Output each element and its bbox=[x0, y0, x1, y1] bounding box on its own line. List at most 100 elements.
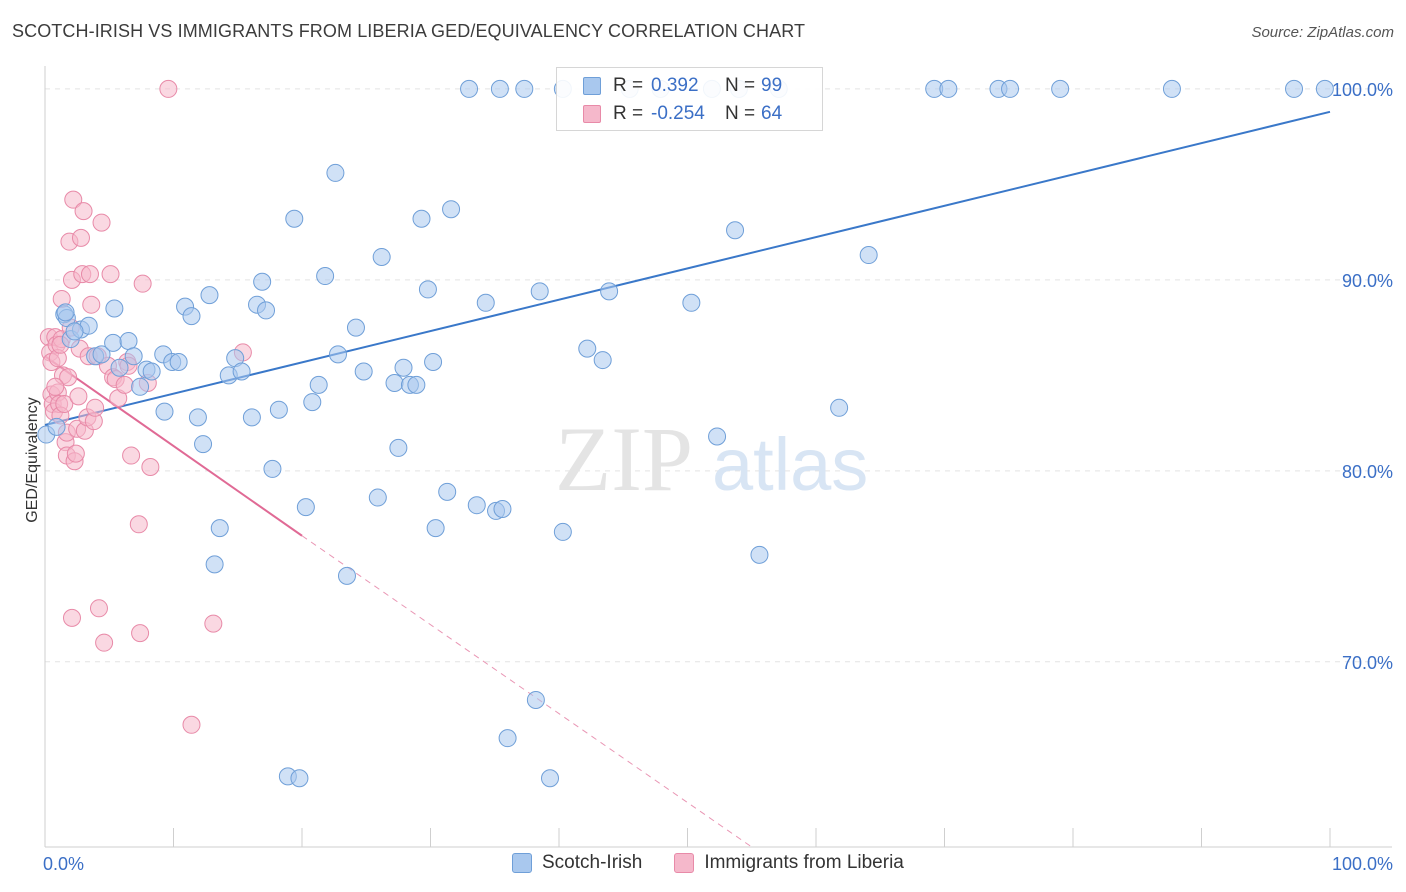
data-point-scotch-irish bbox=[104, 333, 123, 352]
data-point-scotch-irish bbox=[407, 375, 426, 394]
data-point-liberia bbox=[66, 444, 85, 463]
data-point-scotch-irish bbox=[155, 402, 174, 421]
data-point-scotch-irish bbox=[253, 272, 272, 291]
legend-n-value: 64 bbox=[761, 103, 783, 124]
legend-item-scotch-irish[interactable]: Scotch-Irish bbox=[512, 852, 642, 874]
legend-swatch-pink bbox=[674, 853, 695, 873]
data-point-scotch-irish bbox=[593, 351, 612, 370]
data-point-scotch-irish bbox=[578, 339, 597, 358]
trend-line-liberia-extrapolated bbox=[301, 535, 753, 848]
data-point-scotch-irish bbox=[263, 459, 282, 478]
legend-r-value: -0.254 bbox=[651, 103, 705, 124]
data-point-liberia bbox=[95, 633, 114, 652]
data-point-scotch-irish bbox=[119, 331, 138, 350]
data-point-scotch-irish bbox=[708, 427, 727, 446]
data-point-liberia bbox=[204, 614, 223, 633]
legend-n-label: N = bbox=[725, 75, 756, 96]
x-tick-label: 100.0% bbox=[1332, 854, 1393, 874]
correlation-legend: R = 0.392 N = 99 R = -0.254 N = 64 bbox=[556, 67, 823, 131]
data-point-liberia bbox=[55, 394, 74, 413]
data-point-scotch-irish bbox=[142, 362, 161, 381]
data-point-scotch-irish bbox=[498, 729, 517, 748]
legend-swatch-blue bbox=[512, 853, 532, 873]
data-point-scotch-irish bbox=[830, 398, 849, 417]
data-point-liberia bbox=[182, 715, 201, 734]
data-point-scotch-irish bbox=[328, 345, 347, 364]
data-point-liberia bbox=[129, 515, 148, 534]
data-point-scotch-irish bbox=[526, 690, 545, 709]
data-point-scotch-irish bbox=[490, 79, 509, 98]
data-point-scotch-irish bbox=[124, 347, 143, 366]
data-point-scotch-irish bbox=[530, 282, 549, 301]
data-point-scotch-irish bbox=[303, 393, 322, 412]
data-point-liberia bbox=[133, 274, 152, 293]
legend-item-liberia[interactable]: Immigrants from Liberia bbox=[674, 852, 904, 874]
data-point-scotch-irish bbox=[442, 200, 461, 219]
data-point-scotch-irish bbox=[65, 322, 84, 341]
data-point-scotch-irish bbox=[438, 482, 457, 501]
data-point-scotch-irish bbox=[337, 566, 356, 585]
tick-labels: 70.0% 80.0% 90.0% 100.0% 0.0% 100.0% bbox=[43, 80, 1393, 874]
watermark-zip: ZIP bbox=[555, 408, 693, 510]
data-point-scotch-irish bbox=[309, 375, 328, 394]
data-point-scotch-irish bbox=[188, 408, 207, 427]
data-point-liberia bbox=[159, 79, 178, 98]
data-point-scotch-irish bbox=[426, 519, 445, 538]
data-point-scotch-irish bbox=[1315, 79, 1334, 98]
data-point-scotch-irish bbox=[515, 79, 534, 98]
data-point-scotch-irish bbox=[316, 267, 335, 286]
data-point-scotch-irish bbox=[467, 496, 486, 515]
trend-line-liberia bbox=[44, 355, 303, 537]
data-point-scotch-irish bbox=[169, 352, 188, 371]
series-immigrants-from-liberia bbox=[39, 79, 252, 734]
trend-line-scotch-irish bbox=[44, 110, 1331, 426]
data-point-scotch-irish bbox=[56, 303, 75, 322]
data-point-liberia bbox=[141, 458, 160, 477]
source-credit: Source: ZipAtlas.com bbox=[1251, 24, 1394, 41]
y-tick-label: 90.0% bbox=[1342, 271, 1393, 291]
data-point-scotch-irish bbox=[424, 352, 443, 371]
legend-n-value: 99 bbox=[761, 75, 783, 96]
data-point-scotch-irish bbox=[1001, 79, 1020, 98]
data-point-scotch-irish bbox=[682, 293, 701, 312]
chart-title: SCOTCH-IRISH VS IMMIGRANTS FROM LIBERIA … bbox=[12, 21, 806, 41]
legend-r-label: R = bbox=[613, 103, 644, 124]
data-point-liberia bbox=[92, 213, 111, 232]
data-point-scotch-irish bbox=[476, 293, 495, 312]
data-point-scotch-irish bbox=[242, 408, 261, 427]
axes bbox=[44, 66, 1392, 848]
data-point-scotch-irish bbox=[182, 307, 201, 326]
legend-row-scotch-irish: R = 0.392 N = 99 bbox=[583, 74, 782, 98]
data-point-scotch-irish bbox=[47, 417, 66, 436]
data-point-scotch-irish bbox=[368, 488, 387, 507]
data-point-scotch-irish bbox=[418, 280, 437, 299]
series-scotch-irish bbox=[37, 79, 1334, 788]
data-point-scotch-irish bbox=[296, 498, 315, 517]
y-tick-label: 80.0% bbox=[1342, 462, 1393, 482]
data-point-liberia bbox=[74, 202, 93, 221]
legend-label-scotch-irish: Scotch-Irish bbox=[542, 852, 643, 873]
data-point-scotch-irish bbox=[1285, 79, 1304, 98]
data-point-scotch-irish bbox=[726, 221, 745, 240]
data-point-scotch-irish bbox=[600, 282, 619, 301]
data-point-scotch-irish bbox=[105, 299, 124, 318]
data-point-liberia bbox=[101, 265, 120, 284]
y-tick-label: 70.0% bbox=[1342, 653, 1393, 673]
y-tick-label: 100.0% bbox=[1332, 80, 1393, 100]
data-point-scotch-irish bbox=[354, 362, 373, 381]
data-point-scotch-irish bbox=[346, 318, 365, 337]
data-point-liberia bbox=[115, 375, 134, 394]
data-point-liberia bbox=[86, 398, 105, 417]
data-point-liberia bbox=[69, 387, 88, 406]
data-point-scotch-irish bbox=[541, 769, 560, 788]
data-point-liberia bbox=[82, 295, 101, 314]
data-point-scotch-irish bbox=[939, 79, 958, 98]
data-point-liberia bbox=[64, 190, 83, 209]
data-point-liberia bbox=[131, 624, 150, 643]
data-point-scotch-irish bbox=[389, 438, 408, 457]
legend-swatch-pink bbox=[583, 105, 601, 123]
data-point-scotch-irish bbox=[750, 545, 769, 564]
data-point-liberia bbox=[71, 228, 90, 247]
data-point-scotch-irish bbox=[859, 246, 878, 265]
data-point-scotch-irish bbox=[200, 286, 219, 305]
